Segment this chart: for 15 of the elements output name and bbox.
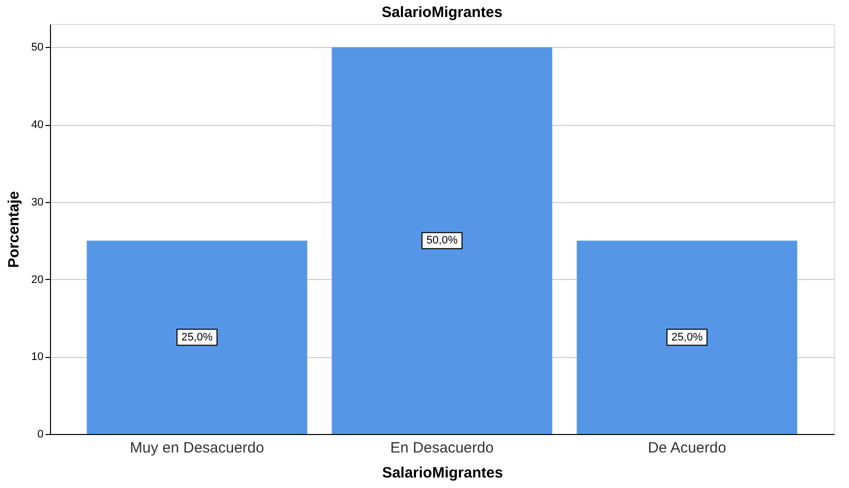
y-tick-label: 30 [31, 196, 44, 208]
y-tick-label: 10 [31, 351, 44, 364]
y-tick-label: 0 [37, 428, 44, 440]
y-tick-label: 20 [31, 274, 44, 286]
data-label: 25,0% [181, 331, 213, 344]
y-tick-label: 40 [31, 119, 44, 132]
x-tick-label: En Desacuerdo [390, 440, 494, 456]
y-tick-label: 50 [31, 42, 44, 54]
x-tick-label: Muy en Desacuerdo [130, 440, 264, 456]
x-axis-title: SalarioMigrantes [382, 464, 503, 482]
y-axis-title: Porcentaje [5, 191, 22, 268]
chart-title: SalarioMigrantes [382, 4, 502, 21]
x-tick-label: De Acuerdo [648, 440, 726, 456]
data-label: 25,0% [671, 331, 703, 344]
data-label: 50,0% [426, 234, 458, 247]
